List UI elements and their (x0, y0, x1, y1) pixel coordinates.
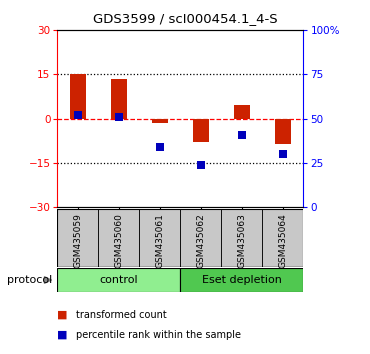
Text: GSM435062: GSM435062 (196, 213, 205, 268)
Text: percentile rank within the sample: percentile rank within the sample (76, 330, 241, 339)
Text: ■: ■ (57, 310, 68, 320)
Text: protocol: protocol (7, 275, 53, 285)
Point (75, 112, 81, 118)
Bar (152, 119, 168, 123)
Point (198, 162, 204, 167)
Bar (181, 209, 221, 267)
Text: GSM435063: GSM435063 (238, 213, 246, 268)
Bar (181, 268, 303, 292)
Text: ■: ■ (57, 330, 68, 339)
Bar (139, 209, 181, 267)
Bar (111, 79, 127, 119)
Bar (193, 119, 209, 142)
Bar (275, 119, 291, 144)
Bar (262, 209, 303, 267)
Point (239, 132, 245, 137)
Text: control: control (100, 275, 138, 285)
Text: GDS3599 / scI000454.1_4-S: GDS3599 / scI000454.1_4-S (93, 12, 277, 25)
Bar (57, 268, 181, 292)
Text: transformed count: transformed count (76, 310, 166, 320)
Text: GSM435060: GSM435060 (114, 213, 123, 268)
Bar (57, 209, 98, 267)
Bar (70, 74, 85, 119)
Point (116, 114, 122, 120)
Point (157, 144, 163, 150)
Text: Eset depletion: Eset depletion (202, 275, 282, 285)
Bar (234, 105, 250, 119)
Text: GSM435064: GSM435064 (278, 213, 287, 268)
Bar (221, 209, 262, 267)
Point (280, 151, 286, 157)
Text: GSM435061: GSM435061 (155, 213, 164, 268)
Bar (98, 209, 139, 267)
Text: GSM435059: GSM435059 (73, 213, 83, 268)
